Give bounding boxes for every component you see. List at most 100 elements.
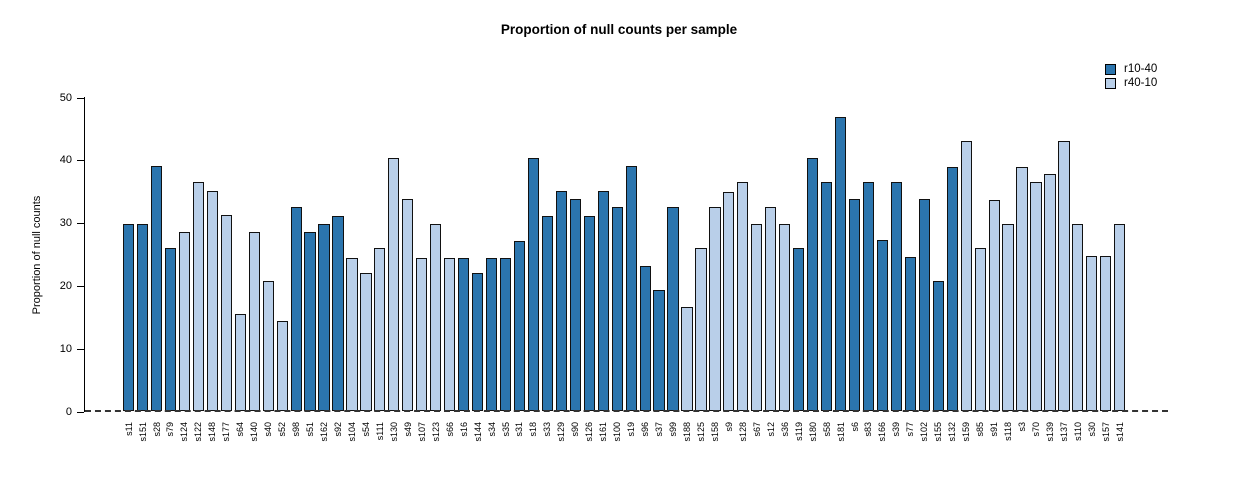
x-tick-label-s151: s151 (137, 422, 148, 442)
bar-s123 (430, 224, 442, 412)
x-tick-label-s52: s52 (277, 422, 288, 437)
x-tick-label-s34: s34 (486, 422, 497, 437)
x-tick-label-s124: s124 (179, 422, 190, 442)
x-tick-label-s188: s188 (682, 422, 692, 442)
legend-swatch-r40-10 (1105, 77, 1116, 89)
bar-s40 (262, 280, 274, 412)
legend-item-r40-10: r40-10 (1105, 76, 1157, 90)
bar-s98 (290, 207, 302, 412)
x-tick-label-s118: s118 (1003, 422, 1014, 441)
bar-s51 (304, 231, 316, 412)
x-tick-label-s119: s119 (793, 422, 804, 441)
y-tick-label-40: 40 (59, 154, 72, 167)
bar-s151 (136, 224, 149, 412)
bar-s128 (737, 182, 749, 412)
x-tick-label-s39: s39 (891, 422, 902, 437)
x-tick-label-s155: s155 (933, 422, 944, 442)
bar-s66 (444, 257, 456, 412)
x-tick-label-s35: s35 (500, 422, 511, 437)
y-tick-mark-20 (77, 285, 84, 287)
bar-s124 (178, 231, 191, 412)
bar-s28 (150, 165, 163, 412)
x-tick-label-s123: s123 (430, 422, 441, 442)
x-tick-label-s19: s19 (626, 422, 637, 437)
x-tick-label-s129: s129 (556, 422, 567, 442)
bar-s96 (639, 265, 651, 412)
x-tick-label-s110: s110 (1072, 422, 1083, 441)
bar-s79 (164, 248, 177, 412)
bar-s188 (681, 306, 693, 412)
bar-s39 (890, 182, 902, 412)
x-tick-label-s58: s58 (821, 422, 832, 437)
x-tick-label-s36: s36 (779, 422, 790, 437)
x-tick-label-s70: s70 (1031, 422, 1041, 437)
legend-swatch-r10-40 (1105, 63, 1116, 75)
y-tick-mark-30 (77, 223, 84, 225)
bar-s33 (541, 215, 553, 412)
x-tick-label-s96: s96 (640, 422, 651, 437)
bar-s37 (653, 289, 665, 412)
x-tick-label-s79: s79 (165, 422, 176, 437)
x-tick-label-s126: s126 (584, 422, 595, 442)
bar-s130 (388, 158, 400, 412)
x-tick-label-s64: s64 (235, 422, 246, 437)
bar-s159 (960, 140, 972, 412)
x-tick-label-s130: s130 (388, 422, 399, 442)
legend: r10-40 r40-10 (1105, 62, 1157, 90)
bar-s6 (848, 198, 861, 412)
x-tick-label-s98: s98 (291, 422, 302, 437)
x-tick-label-s67: s67 (751, 422, 762, 437)
x-tick-label-s6: s6 (849, 422, 860, 432)
bar-s70 (1030, 182, 1042, 412)
bar-s181 (834, 116, 847, 412)
bar-s35 (499, 257, 512, 412)
bar-s118 (1002, 224, 1014, 412)
y-tick-label-50: 50 (59, 91, 72, 104)
x-tick-label-s77: s77 (905, 422, 916, 437)
bar-s111 (374, 248, 386, 412)
bar-s34 (485, 257, 498, 412)
x-tick-label-s30: s30 (1086, 422, 1097, 437)
bar-s177 (220, 214, 232, 412)
bar-s148 (206, 191, 218, 412)
y-tick-mark-0 (77, 411, 84, 413)
bar-s166 (876, 240, 889, 412)
bar-s137 (1058, 140, 1070, 412)
bar-s36 (779, 224, 791, 412)
x-tick-label-s33: s33 (542, 422, 553, 437)
y-tick-mark-40 (77, 160, 84, 162)
x-tick-label-s141: s141 (1114, 422, 1125, 442)
x-tick-label-s66: s66 (444, 422, 455, 437)
x-tick-label-s9: s9 (723, 422, 734, 432)
x-tick-label-s166: s166 (877, 422, 888, 442)
x-tick-label-s85: s85 (975, 422, 986, 437)
bar-s161 (597, 191, 609, 412)
x-tick-label-s132: s132 (947, 422, 958, 442)
x-tick-label-s125: s125 (695, 422, 706, 442)
y-tick-mark-50 (77, 97, 84, 99)
x-tick-label-s31: s31 (514, 422, 525, 437)
legend-label-r10-40: r10-40 (1124, 63, 1158, 75)
x-tick-label-s148: s148 (207, 422, 218, 442)
x-tick-label-s91: s91 (989, 422, 1000, 437)
bar-s31 (513, 240, 526, 412)
x-tick-label-s107: s107 (416, 422, 427, 442)
y-tick-label-20: 20 (59, 279, 72, 292)
bar-s129 (555, 191, 567, 412)
x-tick-label-s180: s180 (807, 422, 818, 442)
x-tick-label-s99: s99 (668, 422, 679, 437)
x-tick-label-s16: s16 (458, 422, 469, 437)
bar-s157 (1100, 256, 1112, 412)
x-tick-label-s37: s37 (654, 422, 665, 437)
bar-s122 (192, 182, 204, 412)
bar-s158 (709, 207, 721, 412)
bar-s77 (904, 257, 916, 412)
bar-s85 (974, 248, 986, 412)
bar-s12 (765, 207, 777, 412)
x-tick-label-s51: s51 (305, 422, 316, 437)
bar-s11 (123, 224, 135, 412)
bar-s125 (695, 248, 707, 412)
bar-s139 (1044, 174, 1056, 412)
x-tick-label-s162: s162 (319, 422, 330, 442)
